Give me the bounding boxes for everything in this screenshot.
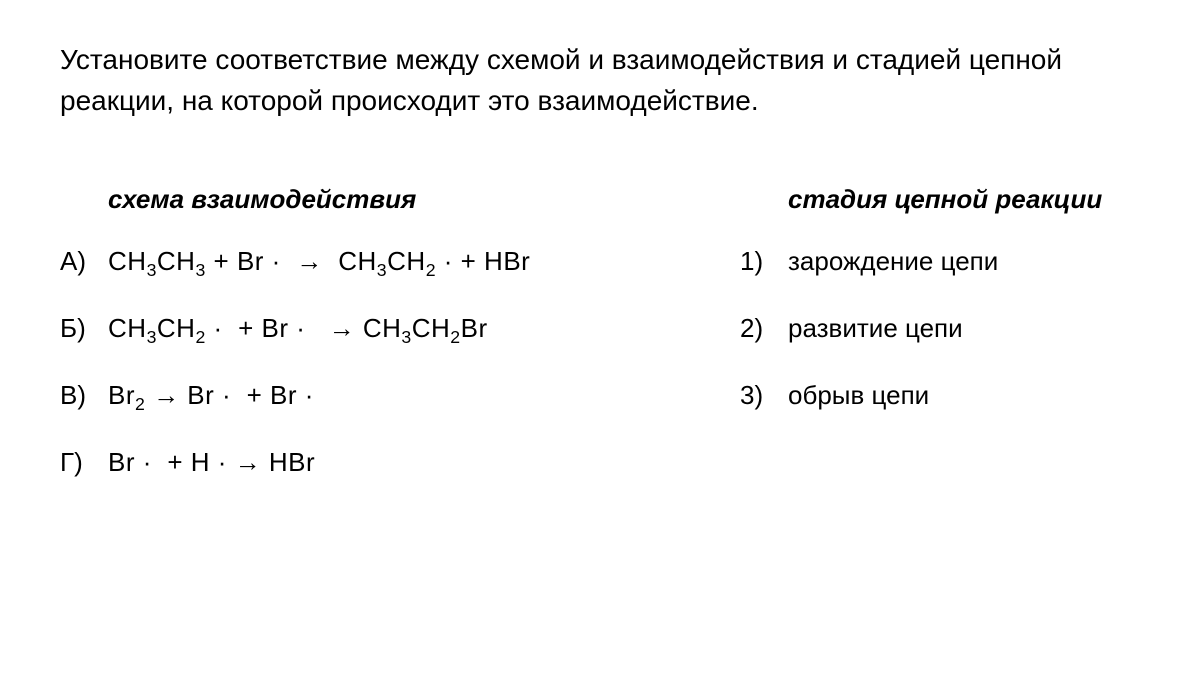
stage-text: развитие цепи (788, 313, 963, 344)
scheme-label: Б) (60, 313, 108, 344)
right-column: стадия цепной реакции 1) зарождение цепи… (740, 181, 1140, 513)
stage-label: 2) (740, 313, 788, 344)
scheme-formula: Br2 → Br · + Br · (108, 380, 314, 411)
stage-label: 3) (740, 380, 788, 411)
scheme-row: Г) Br · + H · → HBr (60, 447, 660, 478)
left-column: схема взаимодействия А) CH3CH3 + Br · → … (60, 181, 660, 513)
stage-row: 3) обрыв цепи (740, 380, 1140, 411)
scheme-label: В) (60, 380, 108, 411)
stage-label: 1) (740, 246, 788, 277)
scheme-formula: CH3CH3 + Br · → CH3CH2 · + HBr (108, 246, 530, 277)
stage-text: обрыв цепи (788, 380, 929, 411)
left-header: схема взаимодействия (60, 181, 660, 217)
scheme-row: Б) CH3CH2 · + Br · → CH3CH2Br (60, 313, 660, 344)
stage-text: зарождение цепи (788, 246, 998, 277)
scheme-label: Г) (60, 447, 108, 478)
question-text: Установите соответствие между схемой и в… (60, 40, 1140, 121)
right-header: стадия цепной реакции (740, 181, 1140, 217)
scheme-formula: CH3CH2 · + Br · → CH3CH2Br (108, 313, 488, 344)
scheme-formula: Br · + H · → HBr (108, 447, 315, 478)
columns-container: схема взаимодействия А) CH3CH3 + Br · → … (60, 181, 1140, 513)
scheme-label: А) (60, 246, 108, 277)
scheme-row: А) CH3CH3 + Br · → CH3CH2 · + HBr (60, 246, 660, 277)
stage-row: 2) развитие цепи (740, 313, 1140, 344)
stage-row: 1) зарождение цепи (740, 246, 1140, 277)
scheme-row: В) Br2 → Br · + Br · (60, 380, 660, 411)
